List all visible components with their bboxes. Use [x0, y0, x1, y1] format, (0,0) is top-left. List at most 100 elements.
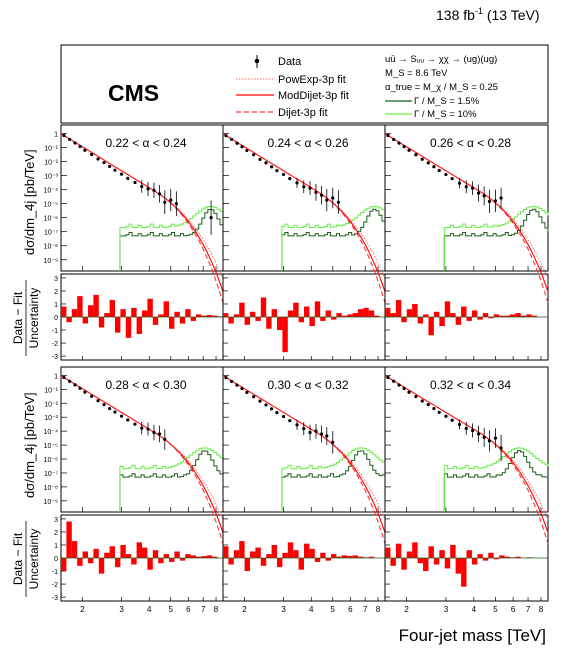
pull-bar	[368, 310, 375, 317]
pull-bar	[61, 558, 67, 572]
data-point	[78, 386, 82, 390]
pull-bar	[136, 317, 142, 334]
y-tick-label: 10⁻¹	[44, 145, 58, 152]
y-tick-label: 10⁻³	[44, 174, 58, 181]
pull-bar	[309, 317, 315, 327]
pull-bar	[455, 558, 462, 574]
data-point	[126, 418, 130, 422]
data-point	[319, 432, 324, 436]
pull-bar	[131, 307, 137, 317]
pull-bar	[320, 317, 326, 321]
xlabel: Four-jet mass [TeV]	[399, 626, 546, 645]
pull-bar	[352, 555, 358, 558]
pull-bar	[341, 315, 348, 317]
alpha-bin-label: 0.32 < α < 0.34	[430, 378, 511, 392]
pull-bar	[174, 311, 180, 317]
pull-bar	[336, 313, 342, 317]
pull-bar	[352, 313, 358, 317]
pull-bar	[196, 314, 202, 317]
pull-bar	[152, 550, 159, 558]
data-point	[157, 192, 162, 196]
fit-dijet	[60, 133, 224, 304]
pull-bar	[206, 555, 213, 558]
pull-bar	[331, 554, 337, 558]
pull-bar	[169, 317, 175, 329]
alpha-bin-label: 0.24 < α < 0.26	[268, 136, 349, 150]
pull-bar	[255, 317, 261, 321]
pull-bar	[341, 555, 348, 558]
pull-bar	[304, 306, 310, 317]
pull-bar	[190, 555, 196, 558]
data-point	[470, 186, 475, 190]
x-tick-label: 3	[119, 605, 124, 614]
pull-bar	[88, 558, 94, 564]
data-point	[275, 410, 279, 415]
data-point	[102, 403, 106, 407]
pull-bar	[499, 555, 505, 558]
pull-bar	[239, 302, 245, 317]
pull-bar	[233, 550, 240, 558]
pull-bar	[125, 554, 132, 558]
pull-bar	[71, 541, 78, 558]
x-tick-label: 4	[472, 605, 477, 614]
data-point	[450, 177, 454, 181]
data-point	[464, 185, 468, 189]
data-point	[325, 434, 329, 438]
signal-wide	[281, 205, 386, 271]
ylabel-spectrum-bottom: dσ/dm_4j [pb/TeV]	[22, 392, 37, 498]
data-point	[224, 375, 228, 380]
spectrum-frame	[384, 366, 549, 513]
data-point	[402, 386, 406, 391]
pull-y-tick-label: -1	[52, 569, 58, 576]
data-point	[470, 428, 475, 433]
data-point	[174, 202, 178, 206]
data-point	[281, 172, 286, 177]
pull-bar	[260, 297, 267, 317]
pull-bar	[223, 546, 229, 558]
pull-bar	[163, 554, 169, 558]
data-point	[437, 410, 441, 414]
data-point	[62, 375, 66, 380]
pull-bar	[466, 317, 472, 321]
pull-bar	[461, 306, 467, 317]
x-tick-label: 7	[363, 605, 368, 614]
data-point	[152, 430, 156, 435]
pull-bar	[526, 314, 532, 317]
pull-bar	[314, 301, 321, 317]
data-point	[146, 187, 150, 191]
pull-bar	[206, 315, 213, 317]
pull-bar	[439, 550, 445, 558]
pull-bar	[433, 311, 440, 317]
pull-bar	[385, 307, 391, 317]
data-point	[230, 137, 234, 141]
legend-process: uū → Sᵤᵤ → χχ → (ug)(ug)	[385, 54, 497, 65]
data-point	[420, 157, 424, 161]
data-point	[420, 399, 424, 403]
data-point	[308, 430, 312, 435]
data-point	[464, 426, 468, 430]
y-tick-label: 10⁻⁹	[44, 499, 58, 506]
y-tick-label: 10⁻⁴	[44, 429, 59, 436]
pull-bar	[142, 310, 148, 317]
pull-bar	[277, 317, 283, 331]
pull-bar	[444, 301, 451, 317]
pull-bar	[504, 556, 510, 558]
data-point	[457, 422, 462, 427]
pull-bar	[347, 556, 353, 558]
pull-bar	[158, 314, 164, 317]
pull-bar	[250, 551, 256, 558]
pull-y-tick-label: 0	[54, 315, 58, 322]
pull-bar	[125, 317, 132, 338]
pull-bar	[412, 303, 418, 317]
x-tick-label: 8	[376, 605, 381, 614]
data-point	[62, 133, 66, 138]
data-point	[90, 394, 94, 398]
data-point	[426, 403, 430, 407]
data-point	[73, 383, 77, 387]
data-point	[169, 198, 173, 202]
pull-bar	[493, 314, 500, 317]
data-point	[126, 176, 130, 180]
pull-bar	[201, 315, 207, 317]
pull-y-tick-label: 1	[54, 543, 58, 550]
data-point	[302, 185, 306, 189]
